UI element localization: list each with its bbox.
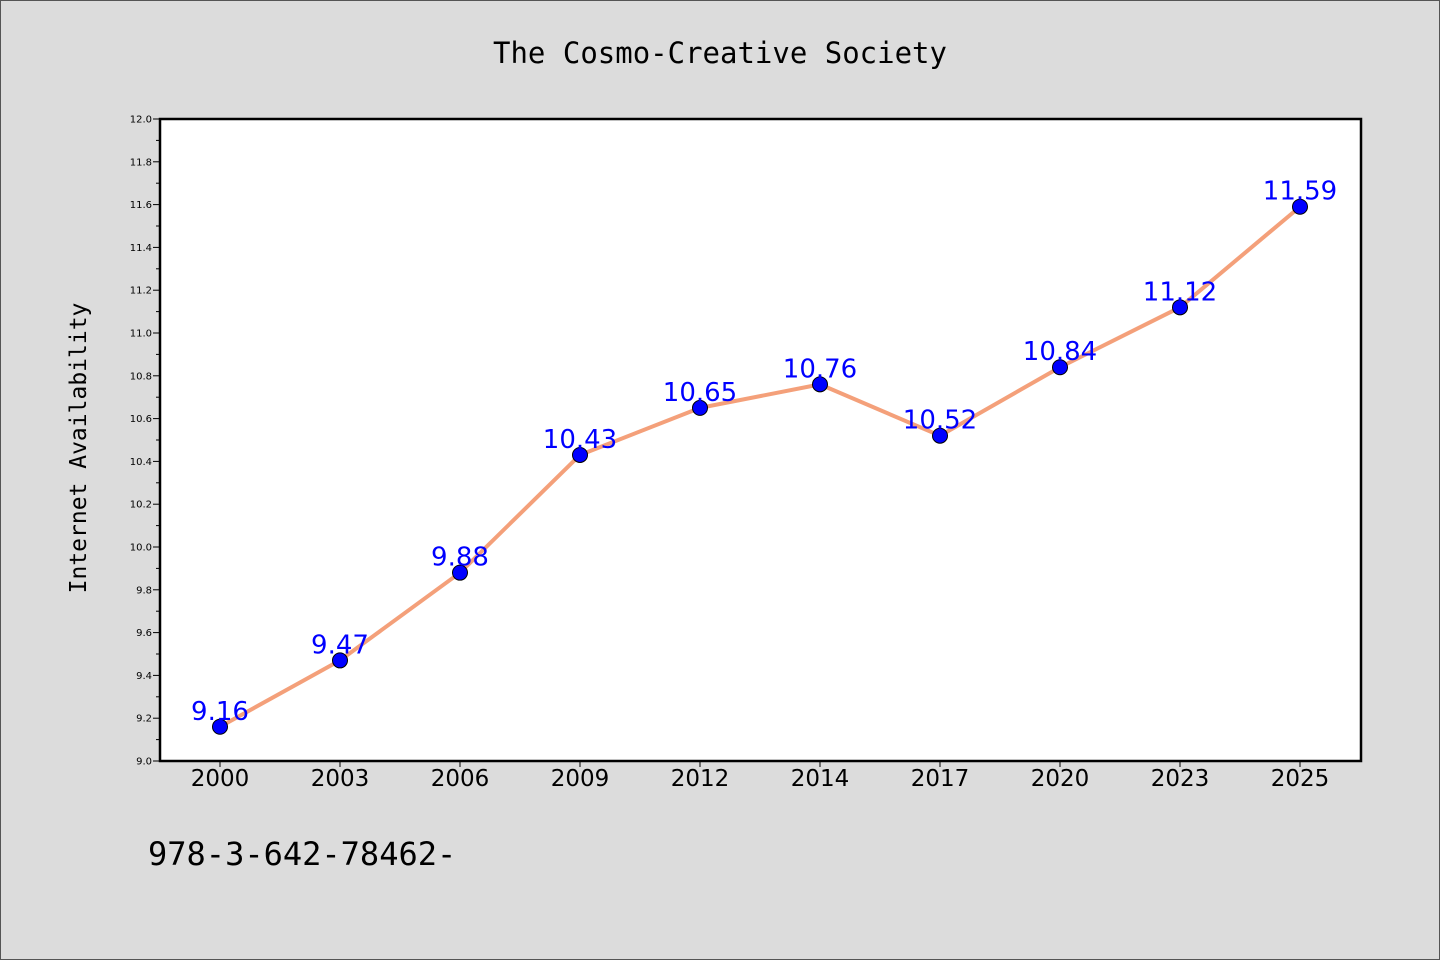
x-tick-label: 2009: [551, 766, 610, 792]
data-label: 10.43: [543, 425, 617, 455]
y-tick-label: 9.4: [136, 671, 152, 682]
chart-title: The Cosmo-Creative Society: [493, 36, 947, 70]
x-tick-label: 2017: [911, 766, 970, 792]
y-tick-label: 11.8: [130, 157, 152, 168]
data-label: 10.65: [663, 378, 737, 408]
y-tick-label: 12.0: [130, 115, 152, 126]
x-tick-label: 2020: [1031, 766, 1090, 792]
data-label: 10.76: [783, 354, 857, 384]
plot-area: [158, 117, 1363, 763]
data-labels: 9.16 9.47 9.88 10.43 10.65 10.76 10.52 10.84 11.…: [191, 177, 1337, 727]
y-tick-label: 9.8: [136, 585, 152, 596]
series-line: [219, 205, 1302, 729]
y-tick-label: 11.4: [130, 243, 152, 254]
data-markers: [212, 198, 1308, 735]
data-label: 9.16: [191, 697, 249, 727]
y-tick-label: 9.2: [136, 714, 152, 725]
data-point: [212, 718, 228, 735]
x-tick-label: 2023: [1151, 766, 1210, 792]
data-label: 9.88: [431, 543, 489, 573]
y-tick-label: 11.6: [130, 200, 152, 211]
x-tick-label: 2003: [311, 766, 370, 792]
data-label: 11.59: [1263, 177, 1337, 207]
y-tick-label: 11.2: [130, 286, 152, 297]
y-axis-ticks: 9.0 9.2 9.4 9.6 9.8 10.0 10.2 10.4 10.6 10.8 11.0 1…: [130, 115, 160, 768]
y-tick-label: 10.4: [130, 457, 152, 468]
y-tick-label: 10.8: [130, 371, 152, 382]
footer-text: 978-3-642-78462-: [148, 835, 456, 873]
data-point: [1172, 299, 1188, 316]
x-tick-label: 2000: [191, 766, 250, 792]
x-tick-label: 2025: [1271, 766, 1330, 792]
x-tick-label: 2014: [791, 766, 850, 792]
data-point: [692, 399, 708, 416]
data-point: [452, 564, 468, 581]
y-tick-label: 10.6: [130, 414, 152, 425]
y-axis-label: Internet Availability: [66, 303, 92, 594]
data-label: 10.84: [1023, 337, 1097, 367]
y-tick-label: 10.2: [130, 500, 152, 511]
y-tick-label: 9.0: [136, 757, 152, 768]
data-label: 11.12: [1143, 277, 1217, 307]
x-axis-ticks: 2000 2003 2006 2009 2012 2014 2017 2020 2023 2025: [191, 761, 1330, 792]
data-point: [932, 427, 948, 444]
data-point: [332, 652, 348, 669]
series-line-group: [219, 205, 1302, 729]
data-point: [572, 446, 588, 463]
data-point: [1052, 359, 1068, 376]
x-tick-label: 2006: [431, 766, 490, 792]
x-tick-label: 2012: [671, 766, 730, 792]
data-point: [1292, 198, 1308, 215]
y-tick-label: 11.0: [130, 329, 152, 340]
y-tick-label: 9.6: [136, 628, 152, 639]
y-tick-label: 10.0: [130, 543, 152, 554]
data-point: [812, 376, 828, 393]
data-label: 10.52: [903, 406, 977, 436]
data-label: 9.47: [311, 630, 369, 660]
